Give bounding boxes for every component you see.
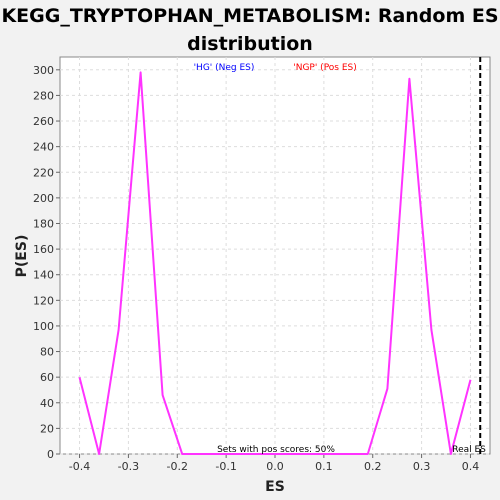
x-tick-label: -0.3: [118, 460, 139, 473]
real-es-label: Real ES: [452, 445, 486, 455]
y-tick-label: 180: [33, 217, 54, 230]
series-line: [78, 71, 472, 455]
chart-title-line2: distribution: [187, 33, 313, 55]
x-tick-label: -0.4: [69, 460, 90, 473]
y-tick-label: 200: [33, 192, 54, 205]
y-tick-label: 280: [33, 89, 54, 102]
axis-ticks: -0.4 -0.3 -0.2 -0.1 0.0 0.1 0.2 0.3 0.4 0 20 40 60 80…: [33, 64, 479, 473]
y-tick-label: 300: [33, 64, 54, 77]
grid: [60, 57, 490, 455]
y-tick-label: 20: [40, 422, 54, 435]
x-tick-label: 0.3: [413, 460, 431, 473]
y-tick-label: 140: [33, 269, 54, 282]
y-tick-label: 0: [47, 448, 54, 461]
x-tick-label: -0.1: [215, 460, 236, 473]
y-axis-label: P(ES): [14, 235, 30, 278]
y-tick-label: 120: [33, 294, 54, 307]
legend-pos: 'NGP' (Pos ES): [293, 63, 357, 73]
legend-neg: 'HG' (Neg ES): [194, 63, 255, 73]
y-tick-label: 260: [33, 115, 54, 128]
x-tick-label: 0.2: [364, 460, 382, 473]
x-tick-label: -0.2: [167, 460, 188, 473]
y-tick-label: 240: [33, 141, 54, 154]
y-tick-label: 60: [40, 371, 54, 384]
x-tick-label: 0.4: [462, 460, 480, 473]
chart-title: KEGG_TRYPTOPHAN_METABOLISM: Random ES di…: [0, 2, 500, 58]
annotation-pos-scores: Sets with pos scores: 50%: [217, 445, 335, 455]
x-tick-label: 0.1: [315, 460, 333, 473]
y-tick-label: 100: [33, 320, 54, 333]
y-tick-label: 40: [40, 397, 54, 410]
series-layer: [78, 71, 472, 455]
x-axis-label: ES: [265, 479, 285, 495]
y-tick-label: 160: [33, 243, 54, 256]
y-tick-label: 220: [33, 166, 54, 179]
chart-title-line1: KEGG_TRYPTOPHAN_METABOLISM: Random ES: [1, 5, 499, 27]
y-tick-label: 80: [40, 346, 54, 359]
x-tick-label: 0.0: [266, 460, 284, 473]
